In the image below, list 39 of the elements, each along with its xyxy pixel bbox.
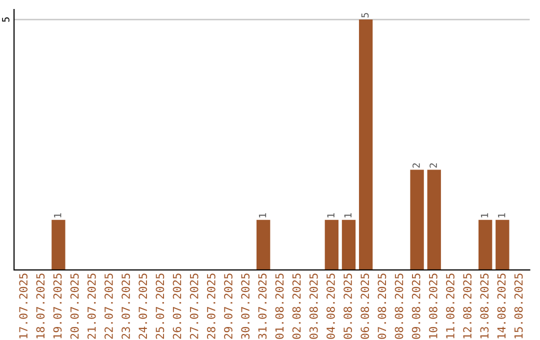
x-tick-label: 28.07.2025 — [206, 274, 216, 339]
x-tick-label: 20.07.2025 — [70, 274, 79, 339]
x-tick-label: 18.07.2025 — [36, 274, 45, 338]
data-label: 2 — [412, 163, 420, 168]
data-label: 2 — [430, 163, 437, 168]
x-tick-label: 13.08.2025 — [480, 274, 489, 338]
x-tick-label: 26.07.2025 — [172, 274, 182, 339]
x-tick-label: 01.08.2025 — [275, 274, 284, 339]
x-tick-label: 31.07.2025 — [258, 274, 267, 339]
data-label: 1 — [258, 213, 266, 218]
x-tick-label: 19.07.2025 — [53, 274, 62, 338]
x-tick-label: 14.08.2025 — [497, 274, 506, 338]
x-tick-label: 29.07.2025 — [224, 274, 232, 339]
x-tick-label: 24.07.2025 — [138, 274, 148, 339]
x-tick-label: 09.08.2025 — [412, 274, 420, 339]
x-tick-label: 21.07.2025 — [87, 274, 96, 339]
data-label: 5 — [361, 13, 369, 18]
x-tick-label: 02.08.2025 — [292, 274, 301, 339]
data-label: 1 — [480, 213, 488, 218]
x-tick-label: 03.08.2025 — [309, 274, 318, 339]
x-tick-label: 12.08.2025 — [463, 274, 472, 338]
x-tick-label: 06.08.2025 — [360, 274, 370, 339]
x-tick-label: 05.08.2025 — [344, 274, 352, 339]
data-label: 1 — [327, 213, 334, 218]
data-label: 1 — [344, 213, 352, 218]
x-tick-label: 15.08.2025 — [514, 274, 523, 338]
x-tick-label: 23.07.2025 — [122, 274, 130, 339]
x-tick-label: 04.08.2025 — [326, 274, 335, 339]
x-tick-label: 17.07.2025 — [19, 274, 28, 338]
x-tick-label: 08.08.2025 — [394, 274, 404, 339]
x-tick-label: 11.08.2025 — [446, 274, 454, 338]
x-tick-label: 07.08.2025 — [378, 274, 386, 339]
x-tick-label: 25.07.2025 — [156, 274, 164, 339]
x-tick-label: 27.07.2025 — [190, 274, 198, 339]
x-tick-label: 30.07.2025 — [241, 274, 250, 339]
x-tick-label: 22.07.2025 — [104, 274, 113, 339]
x-tick-label: 10.08.2025 — [428, 274, 438, 338]
data-label: 1 — [54, 213, 62, 218]
data-label: 1 — [498, 213, 506, 218]
